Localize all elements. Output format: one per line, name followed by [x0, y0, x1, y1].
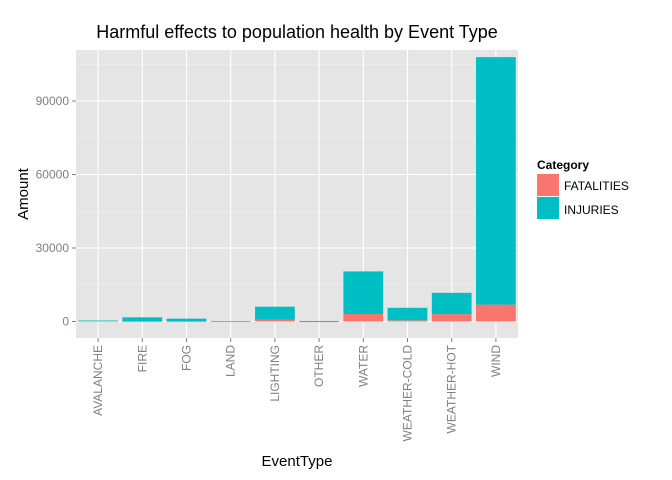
legend-label-fatalities: FATALITIES	[564, 179, 629, 193]
bar-injuries-weather-hot	[431, 292, 472, 315]
bar-fatalities-wind	[476, 304, 516, 322]
y-axis-title: Amount	[15, 167, 32, 220]
bars	[78, 57, 516, 323]
x-tick-label: AVALANCHE	[91, 345, 105, 416]
legend-title: Category	[537, 158, 589, 172]
bar-injuries-land	[210, 321, 251, 322]
x-tick-label: LAND	[224, 345, 238, 377]
legend: Category FATALITIES INJURIES	[537, 158, 629, 219]
x-tick-label: WATER	[356, 345, 370, 387]
bar-fatalities-avalanche	[78, 320, 118, 322]
y-tick-label: 30000	[36, 241, 70, 255]
bar-fatalities-fire	[122, 321, 163, 322]
y-tick-label: 0	[62, 315, 69, 329]
x-tick-label: FOG	[180, 345, 194, 371]
bar-injuries-weather-cold	[387, 307, 428, 321]
x-tick-label: OTHER	[312, 345, 326, 387]
legend-label-injuries: INJURIES	[564, 203, 619, 217]
bar-fatalities-fog	[166, 321, 207, 322]
bar-fatalities-other	[299, 321, 339, 323]
x-tick-label: LIGHTING	[268, 345, 282, 402]
bar-injuries-avalanche	[78, 320, 118, 322]
y-ticks: 0 30000 60000 90000	[36, 94, 76, 329]
y-tick-label: 60000	[36, 168, 70, 182]
bar-injuries-fog	[166, 318, 207, 322]
bar-injuries-lighting	[255, 306, 295, 320]
legend-swatch-fatalities	[537, 174, 559, 196]
bar-injuries-fire	[122, 317, 163, 322]
x-tick-label: FIRE	[135, 345, 149, 372]
chart-title: Harmful effects to population health by …	[96, 22, 498, 42]
y-tick-label: 90000	[36, 94, 70, 108]
bar-injuries-wind	[476, 57, 516, 305]
bar-fatalities-water	[343, 314, 384, 322]
bar-fatalities-weather-cold	[387, 320, 428, 322]
legend-swatch-injuries	[537, 197, 559, 219]
x-tick-label: WEATHER-HOT	[445, 344, 459, 433]
grid-minor	[76, 63, 518, 286]
bar-fatalities-lighting	[255, 319, 295, 322]
bar-injuries-other	[299, 320, 339, 322]
bar-fatalities-weather-hot	[431, 314, 472, 322]
x-axis-title: EventType	[262, 453, 333, 470]
x-tick-label: WIND	[489, 345, 503, 377]
plot-panel	[76, 50, 518, 338]
grid-major	[76, 50, 518, 338]
bar-injuries-water	[343, 271, 384, 315]
x-ticks: AVALANCHE FIRE FOG LAND LIGHTING OTHER WATER WE…	[91, 338, 503, 441]
x-tick-label: WEATHER-COLD	[401, 345, 415, 442]
